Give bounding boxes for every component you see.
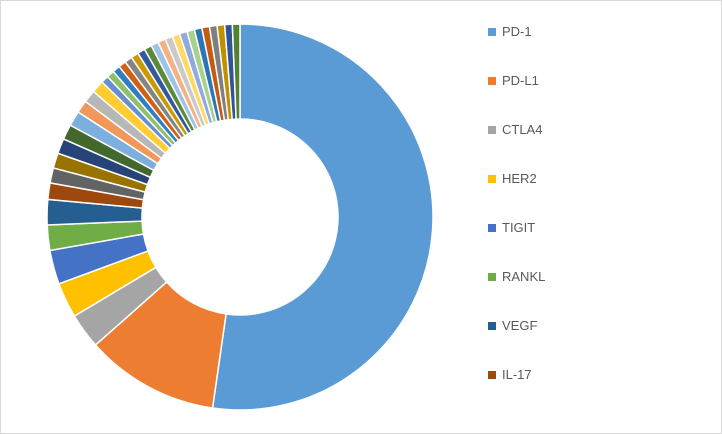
legend-item: RANKL bbox=[488, 268, 688, 288]
legend-item: PD-1 bbox=[488, 23, 688, 43]
legend-label: RANKL bbox=[502, 269, 546, 284]
legend-item: VEGF bbox=[488, 317, 688, 337]
legend-item: PD-L1 bbox=[488, 72, 688, 92]
legend-swatch bbox=[488, 77, 496, 85]
legend-item: CTLA4 bbox=[488, 121, 688, 141]
legend-label: VEGF bbox=[502, 318, 538, 333]
donut-slice bbox=[231, 23, 241, 120]
legend-label: IL-17 bbox=[502, 367, 532, 382]
legend-label: PD-L1 bbox=[502, 73, 539, 88]
legend-swatch bbox=[488, 273, 496, 281]
legend-label: TIGIT bbox=[502, 220, 536, 235]
legend-swatch bbox=[488, 28, 496, 36]
legend-swatch bbox=[488, 175, 496, 183]
legend-item: IL-17 bbox=[488, 366, 688, 386]
legend-label: CTLA4 bbox=[502, 122, 543, 137]
legend-swatch bbox=[488, 322, 496, 330]
legend-swatch bbox=[488, 371, 496, 379]
legend-label: HER2 bbox=[502, 171, 537, 186]
legend-swatch bbox=[488, 224, 496, 232]
legend-item: TIGIT bbox=[488, 219, 688, 239]
legend-swatch bbox=[488, 126, 496, 134]
donut-slice bbox=[211, 23, 434, 411]
legend-item: HER2 bbox=[488, 170, 688, 190]
legend-label: PD-1 bbox=[502, 24, 532, 39]
